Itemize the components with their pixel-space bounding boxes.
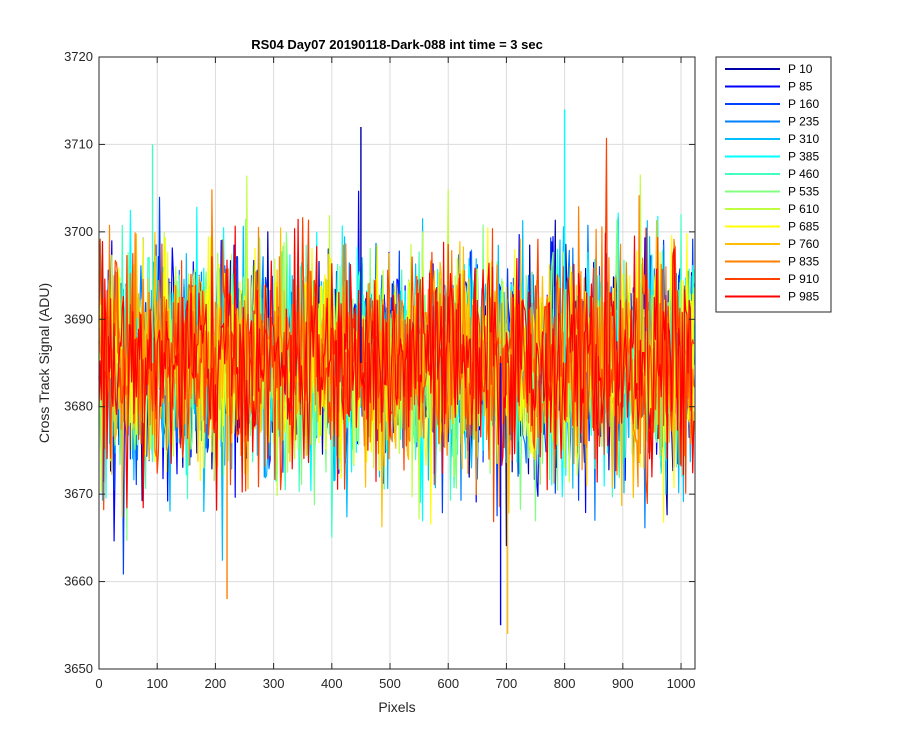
x-tick-label: 500	[379, 676, 401, 691]
x-tick-label: 700	[496, 676, 518, 691]
y-tick-label: 3650	[64, 661, 93, 676]
legend-label: P 685	[788, 220, 819, 234]
series-line-p910	[98, 137, 695, 523]
y-tick-label: 3710	[64, 136, 93, 151]
x-tick-label: 600	[437, 676, 459, 691]
legend: P 10 P 85 P 160 P 235 P 310 P 385 P 460 P 535 P …	[715, 56, 832, 313]
x-tick-labels: 0 100 200 300 400 500 600 700 800 900 1000	[95, 676, 695, 691]
legend-label: P 610	[788, 202, 819, 216]
legend-label: P 760	[788, 237, 819, 251]
axis-ticks	[98, 56, 695, 670]
series-lines	[98, 109, 695, 635]
y-tick-label: 3690	[64, 311, 93, 326]
y-tick-label: 3720	[64, 49, 93, 64]
legend-label: P 10	[788, 62, 813, 76]
legend-label: P 985	[788, 290, 819, 304]
y-tick-label: 3700	[64, 224, 93, 239]
legend-label: P 835	[788, 255, 819, 269]
legend-label: P 535	[788, 185, 819, 199]
x-tick-label: 1000	[667, 676, 696, 691]
legend-label: P 385	[788, 150, 819, 164]
legend-label: P 310	[788, 132, 819, 146]
y-tick-labels: 3650 3660 3670 3680 3690 3700 3710 3720	[64, 49, 93, 676]
x-tick-label: 900	[612, 676, 634, 691]
series-line-p985	[98, 218, 695, 511]
x-tick-label: 200	[205, 676, 227, 691]
y-tick-label: 3670	[64, 486, 93, 501]
legend-box	[715, 56, 832, 313]
x-tick-label: 300	[263, 676, 285, 691]
y-tick-label: 3680	[64, 399, 93, 414]
legend-label: P 235	[788, 115, 819, 129]
legend-label: P 460	[788, 167, 819, 181]
x-tick-label: 400	[321, 676, 343, 691]
legend-label: P 85	[788, 80, 813, 94]
y-axis-label: Cross Track Signal (ADU)	[36, 283, 52, 443]
y-tick-label: 3660	[64, 574, 93, 589]
legend-label: P 160	[788, 97, 819, 111]
x-tick-label: 800	[554, 676, 576, 691]
plot-frame	[98, 56, 696, 670]
x-tick-label: 100	[146, 676, 168, 691]
legend-label: P 910	[788, 272, 819, 286]
chart-title: RS04 Day07 20190118-Dark-088 int time = …	[251, 37, 543, 52]
x-tick-label: 0	[95, 676, 102, 691]
x-axis-label: Pixels	[378, 699, 415, 715]
